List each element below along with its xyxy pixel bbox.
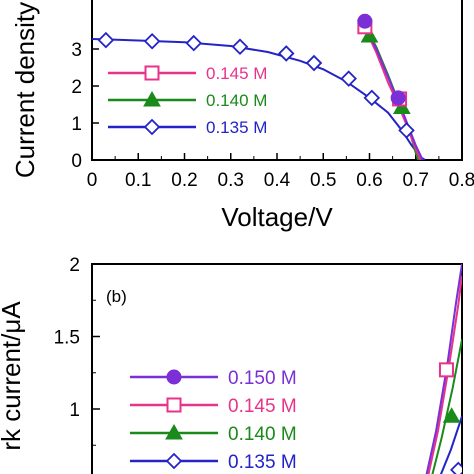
bottom-legend-entry: 0.150 M — [130, 368, 297, 389]
top-x-tick-label: 0.7 — [403, 170, 429, 191]
bottom-series-line — [439, 415, 462, 474]
top-legend-label: 0.145 M — [206, 64, 267, 83]
top-data-point — [305, 54, 323, 72]
top-x-tick-label: 0.4 — [264, 170, 291, 191]
bottom-data-point — [450, 461, 462, 474]
top-data-point — [357, 13, 373, 29]
top-y-tick-label: 2 — [71, 77, 82, 98]
top-ticks: 0 0.1 0.2 0.3 0.4 0.5 0.6 0.7 0.8 0 1 2 3 — [71, 40, 474, 191]
top-x-tick-label: 0.3 — [218, 170, 244, 191]
top-x-tick-label: 0 — [87, 170, 98, 191]
top-legend: 0.145 M 0.140 M 0.135 M — [108, 64, 267, 137]
top-legend-marker — [143, 90, 161, 107]
top-y-tick-label: 3 — [71, 40, 82, 61]
bottom-y-tick-label: 2 — [69, 255, 80, 276]
top-data-point — [363, 89, 381, 107]
top-x-axis-title: Voltage/V — [221, 202, 333, 232]
panel-bottom: 0.5 1 1.5 2 0.150 M 0.145 M 0.140 M 0.135 M (b… — [0, 255, 463, 474]
bottom-legend-marker — [166, 369, 182, 385]
top-x-tick-label: 0.1 — [125, 170, 151, 191]
top-data-point — [97, 31, 115, 49]
bottom-series-line — [431, 339, 462, 474]
top-data-point — [143, 32, 161, 50]
top-data-point — [185, 34, 203, 52]
top-y-tick-label: 1 — [71, 114, 82, 135]
bottom-y-tick-label: 1.5 — [54, 328, 80, 349]
bottom-data-point — [438, 362, 454, 378]
bottom-y-axis-title: rk current/μA — [0, 301, 26, 451]
top-data-point — [231, 38, 249, 56]
top-legend-marker — [143, 118, 161, 136]
top-data-point — [398, 122, 415, 139]
bottom-legend-marker — [165, 452, 183, 470]
bottom-legend-marker — [166, 397, 182, 413]
bottom-legend: 0.150 M 0.145 M 0.140 M 0.135 M — [130, 368, 297, 473]
bottom-plot-frame — [91, 263, 463, 474]
bottom-legend-entry: 0.145 M — [130, 396, 297, 417]
bottom-legend-label: 0.145 M — [228, 396, 297, 417]
bottom-y-tick-label: 0.5 — [54, 473, 80, 474]
top-x-tick-label: 0.8 — [449, 170, 474, 191]
bottom-legend-label: 0.135 M — [228, 452, 297, 473]
bottom-data-point — [442, 407, 461, 423]
top-legend-marker — [144, 65, 160, 81]
top-data-point — [390, 90, 406, 106]
top-y-tick-label: 0 — [71, 151, 82, 172]
top-x-tick-label: 0.2 — [171, 170, 197, 191]
top-data-point — [277, 45, 295, 62]
bottom-legend-marker — [165, 423, 183, 440]
top-data-point — [340, 70, 357, 87]
top-legend-label: 0.135 M — [206, 118, 267, 137]
bottom-legend-label: 0.140 M — [228, 424, 297, 445]
bottom-legend-entry: 0.135 M — [130, 452, 297, 473]
top-legend-entry: 0.145 M — [108, 64, 267, 83]
panel-label-b: (b) — [106, 287, 127, 306]
top-data-point — [360, 27, 379, 43]
bottom-series — [425, 264, 462, 474]
bottom-ticks: 0.5 1 1.5 2 — [54, 255, 100, 474]
bottom-y-tick-label: 1 — [69, 400, 80, 421]
top-x-tick-label: 0.6 — [356, 170, 382, 191]
top-data-point — [393, 98, 411, 114]
top-legend-entry: 0.140 M — [108, 90, 267, 110]
top-y-axis-title: Current density — [10, 2, 40, 178]
top-x-tick-label: 0.5 — [310, 170, 336, 191]
bottom-legend-label: 0.150 M — [228, 368, 297, 389]
top-legend-entry: 0.135 M — [108, 118, 267, 137]
top-series — [92, 13, 426, 160]
top-legend-label: 0.140 M — [206, 91, 267, 110]
bottom-legend-entry: 0.140 M — [130, 423, 297, 445]
